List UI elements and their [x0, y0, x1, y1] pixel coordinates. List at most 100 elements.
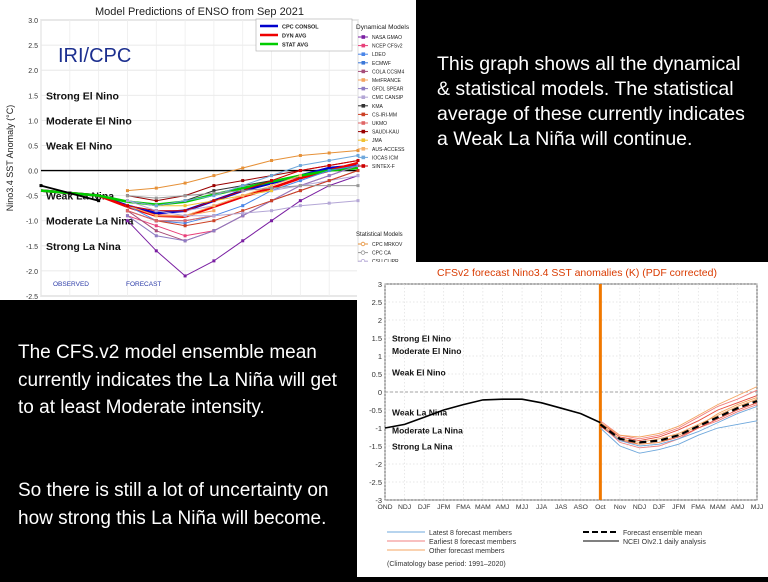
- cfsv2-chart-svg: CFSv2 forecast Nino3.4 SST anomalies (K)…: [369, 267, 763, 568]
- member-line: [600, 389, 758, 440]
- legend-marker: [361, 52, 366, 56]
- series-point: [212, 184, 216, 188]
- series-point: [125, 194, 129, 198]
- legend-label: Other forecast members: [429, 548, 505, 555]
- chart-title: CFSv2 forecast Nino3.4 SST anomalies (K)…: [437, 267, 717, 279]
- y-tick-label: 0: [378, 388, 382, 397]
- legend-label: STAT AVG: [282, 43, 308, 49]
- enso-model-predictions-chart: Model Predictions of ENSO from Sep 2021 3…: [0, 0, 416, 308]
- y-tick-label: -1.5: [26, 244, 38, 251]
- x-tick-label: OND: [377, 504, 392, 511]
- enso-chart-svg: Model Predictions of ENSO from Sep 2021 3…: [5, 6, 410, 308]
- series-point: [270, 159, 274, 163]
- enso-category-label: Moderate La Nina: [46, 216, 134, 228]
- series-point: [212, 189, 216, 193]
- legend-marker: [361, 61, 366, 65]
- legend-marker: [361, 147, 366, 151]
- legend-dynamical-title: Dynamical Models: [356, 24, 410, 31]
- x-tick-label: Nov: [614, 504, 627, 511]
- series-point: [270, 199, 274, 203]
- caption-left-middle: The CFS.v2 model ensemble mean currently…: [18, 342, 337, 418]
- legend-label: KMA: [372, 104, 384, 110]
- series-point: [298, 169, 302, 173]
- y-tick-label: 1.0: [28, 118, 38, 125]
- series-point: [183, 239, 187, 243]
- series-point: [241, 184, 245, 188]
- legend-marker: [361, 86, 366, 91]
- series-point: [183, 234, 187, 238]
- series-point: [154, 219, 158, 223]
- y-tick-label: -3: [375, 496, 382, 505]
- series-point: [327, 174, 331, 178]
- series-point: [241, 214, 245, 218]
- series-point: [212, 214, 216, 218]
- legend-label: SAUDI-KAU: [372, 130, 400, 136]
- legend-marker: [361, 104, 366, 108]
- legend-marker: [361, 129, 366, 134]
- x-tick-label: NDJ: [398, 504, 411, 511]
- legend-label: UKMO: [372, 121, 387, 127]
- legend-label: Latest 8 forecast members: [429, 530, 512, 537]
- legend-label: Earliest 8 forecast members: [429, 539, 517, 546]
- x-tick-label: FMA: [456, 504, 471, 511]
- x-tick-label: JAS: [555, 504, 568, 511]
- enso-category-label: Strong La Nina: [392, 442, 453, 452]
- enso-category-label: Strong El Nino: [46, 90, 119, 102]
- x-tick-label: AMJ: [496, 504, 510, 511]
- series-point: [212, 204, 216, 208]
- series-point: [298, 189, 302, 193]
- series-point: [298, 199, 302, 203]
- series-point: [212, 229, 216, 233]
- series-point: [298, 179, 302, 183]
- y-tick-label: 2: [378, 316, 382, 325]
- enso-category-label: Strong La Nina: [46, 241, 121, 253]
- y-tick-label: 1: [378, 352, 382, 361]
- legend-marker: [361, 164, 366, 168]
- legend-label: NCEP CFSv2: [372, 44, 403, 50]
- series-point: [183, 221, 187, 225]
- series-point: [183, 199, 187, 203]
- legend-marker: [360, 250, 366, 255]
- y-tick-label: 0.5: [372, 370, 382, 379]
- series-point: [327, 201, 331, 205]
- series-point: [39, 184, 43, 188]
- series-point: [270, 186, 274, 190]
- plot-area: [40, 19, 359, 297]
- series-point: [154, 249, 158, 253]
- legend-label: IOCAS ICM: [372, 155, 398, 161]
- series-point: [183, 194, 187, 198]
- y-tick-label: -0.5: [26, 194, 38, 201]
- series-point: [327, 151, 331, 155]
- legend-label: NASA GMAO: [372, 35, 402, 41]
- y-tick-label: -1: [375, 424, 382, 433]
- series-point: [154, 229, 158, 233]
- series-point: [356, 199, 360, 203]
- x-tick-label: DJF: [418, 504, 430, 511]
- series-point: [212, 194, 216, 198]
- series-point: [183, 209, 187, 213]
- legend-marker: [361, 35, 366, 39]
- legend-marker: [361, 112, 366, 117]
- y-tick-label: 2.5: [372, 298, 382, 307]
- series-point: [183, 214, 187, 218]
- legend-label: CPC CA: [372, 251, 392, 257]
- series-point: [241, 204, 245, 208]
- legend-label: CPC MRKOV: [372, 242, 403, 248]
- series-point: [183, 219, 187, 223]
- series-point: [356, 159, 360, 163]
- enso-category-label: Weak La Nina: [392, 407, 447, 417]
- y-tick-label: 1.5: [372, 334, 382, 343]
- legend-label: ECMWF: [372, 61, 391, 67]
- series-line: [127, 210, 214, 222]
- legend-label: MetFRANCE: [372, 78, 402, 84]
- series-point: [270, 209, 274, 213]
- series-point: [154, 204, 158, 208]
- x-tick-label: AMJ: [731, 504, 745, 511]
- series-point: [212, 209, 216, 213]
- member-line: [600, 405, 758, 447]
- series-point: [270, 184, 274, 188]
- x-tick-label: Oct: [595, 504, 606, 511]
- series-point: [154, 234, 158, 238]
- series-point: [154, 214, 158, 218]
- series-point: [241, 239, 245, 243]
